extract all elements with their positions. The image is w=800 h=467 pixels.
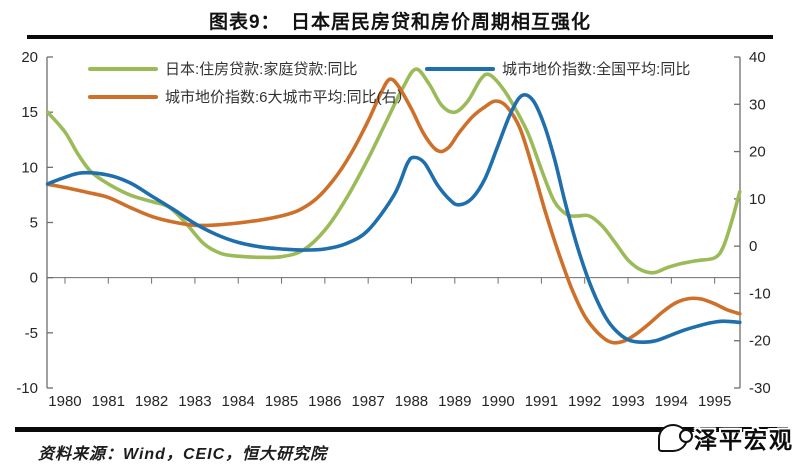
y-left-tick-label: 5 — [30, 215, 38, 232]
y-right-tick-label: -30 — [749, 380, 771, 397]
y-right-tick-label: 10 — [749, 191, 766, 208]
legend-label-housing-loans: 日本:住房贷款:家庭贷款:同比 — [165, 61, 358, 78]
title-divider — [27, 35, 773, 39]
y-right-tick-label: 40 — [749, 49, 766, 66]
x-year-label: 1993 — [611, 393, 644, 410]
y-left-tick-label: 0 — [30, 270, 38, 287]
x-year-label: 1987 — [351, 393, 384, 410]
x-year-label: 1981 — [92, 393, 125, 410]
y-left-tick-label: 20 — [21, 49, 38, 66]
y-right-tick-label: 0 — [749, 238, 757, 255]
legend-label-six-city-land-price: 城市地价指数:6大城市平均:同比(右） — [165, 89, 412, 106]
x-year-label: 1980 — [48, 393, 81, 410]
y-left-tick-label: 10 — [21, 159, 38, 176]
legend-line-sample-orange — [88, 94, 158, 99]
legend-item-housing-loans: 日本:住房贷款:家庭贷款:同比 — [88, 58, 358, 79]
x-year-label: 1995 — [698, 393, 731, 410]
series-line-0 — [45, 67, 742, 275]
legend-item-nationwide-land-price: 城市地价指数:全国平均:同比 — [425, 58, 690, 79]
x-year-label: 1985 — [265, 393, 298, 410]
y-right-tick-label: 30 — [749, 96, 766, 113]
x-year-label: 1990 — [481, 393, 514, 410]
x-year-label: 1986 — [308, 393, 341, 410]
x-year-label: 1983 — [178, 393, 211, 410]
series-line-1 — [45, 77, 742, 345]
x-year-label: 1982 — [135, 393, 168, 410]
y-left-tick-label: 15 — [21, 104, 38, 121]
y-right-tick-label: -10 — [749, 285, 771, 302]
y-left-tick-label: -5 — [25, 325, 38, 342]
source-note: 资料来源：Wind，CEIC，恒大研究院 — [38, 446, 328, 463]
zeping-macro-logo: 泽平宏观 — [658, 421, 794, 455]
y-right-tick-label: -20 — [749, 333, 771, 350]
legend-line-sample-green — [88, 66, 158, 71]
legend-label-nationwide-land-price: 城市地价指数:全国平均:同比 — [502, 61, 691, 78]
speech-bubble-icon — [658, 424, 693, 452]
y-right-tick-label: 20 — [749, 144, 766, 161]
legend-line-sample-blue — [425, 66, 495, 71]
x-year-label: 1989 — [438, 393, 471, 410]
logo-text: 泽平宏观 — [694, 427, 794, 453]
x-year-label: 1994 — [655, 393, 688, 410]
x-year-label: 1984 — [222, 393, 255, 410]
footer-divider — [15, 427, 788, 432]
legend-item-six-city-land-price: 城市地价指数:6大城市平均:同比(右） — [88, 86, 412, 107]
x-year-label: 1991 — [525, 393, 558, 410]
x-year-label: 1988 — [395, 393, 428, 410]
y-left-tick-label: -10 — [16, 380, 38, 397]
x-year-label: 1992 — [568, 393, 601, 410]
series-line-2 — [45, 93, 742, 344]
chart-title: 图表9： 日本居民房贷和房价周期相互强化 — [208, 12, 592, 33]
